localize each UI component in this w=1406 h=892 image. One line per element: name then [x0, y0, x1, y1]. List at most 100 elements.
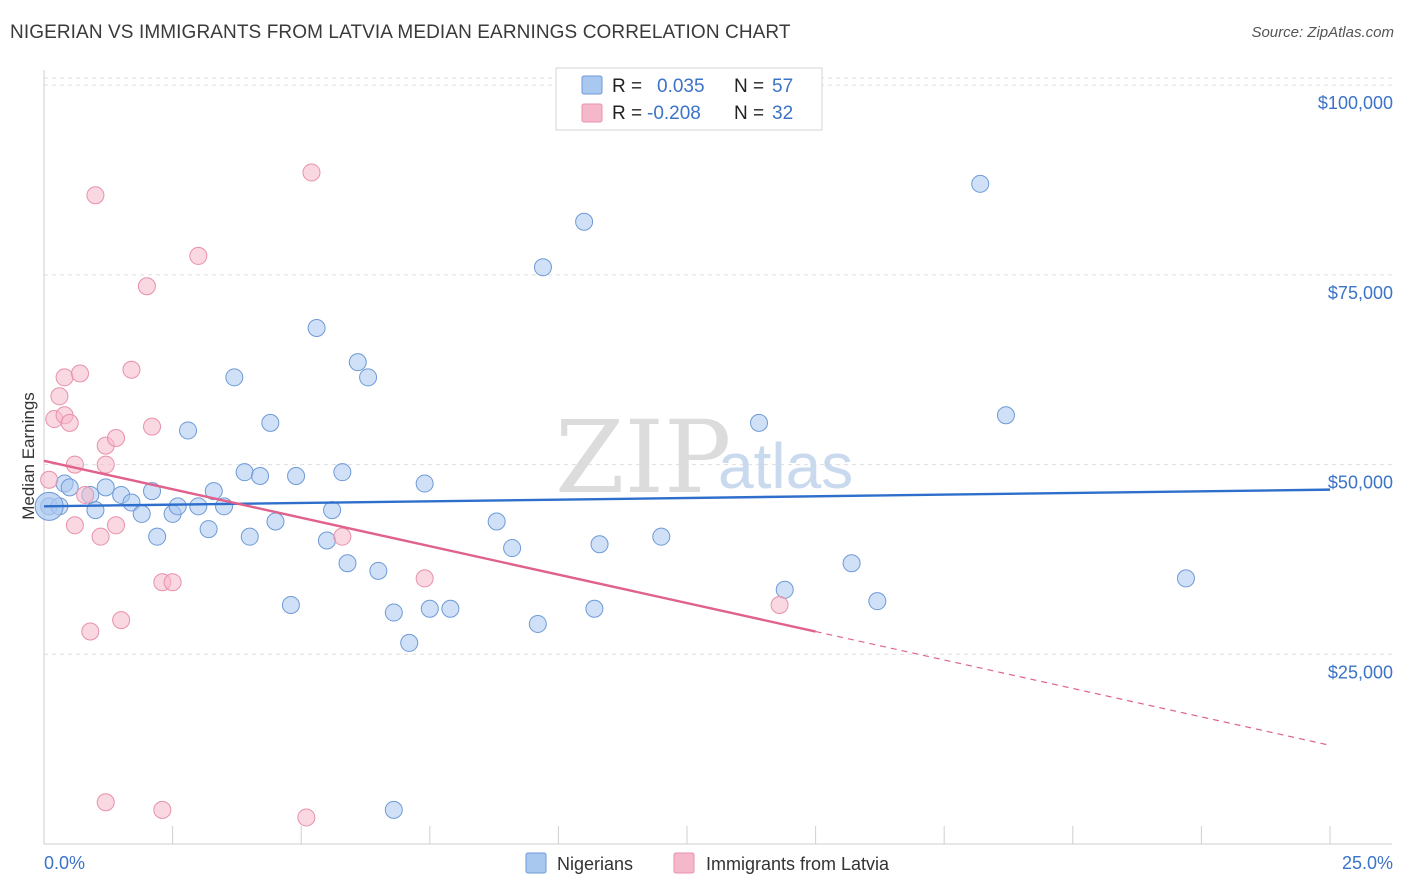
point-latvia	[143, 417, 162, 436]
point-latvia	[65, 455, 84, 474]
point-nigerians	[996, 406, 1015, 425]
point-latvia	[163, 573, 182, 592]
legend-bottom-label-nigerians: Nigerians	[557, 854, 633, 874]
watermark-atlas: atlas	[718, 430, 853, 502]
legend-r-label-1: R =	[612, 76, 642, 97]
y-tick-labels: $25,000 $50,000 $75,000 $100,000	[1318, 93, 1393, 682]
point-nigerians	[287, 466, 306, 485]
point-nigerians	[533, 258, 552, 277]
point-nigerians	[333, 463, 352, 482]
y-tick-label: $100,000	[1318, 93, 1393, 113]
legend-bottom-swatch-latvia	[673, 852, 695, 874]
point-nigerians	[775, 580, 794, 599]
point-nigerians	[359, 368, 378, 387]
legend-n-label-2: N =	[734, 103, 764, 124]
legend-swatch-nigerians	[581, 75, 603, 95]
point-nigerians	[585, 599, 604, 618]
point-nigerians	[652, 527, 671, 546]
x-tick-labels: 0.0% 25.0%	[44, 853, 1393, 873]
point-latvia	[112, 611, 131, 630]
legend-r-value-1: 0.035	[657, 76, 705, 97]
trend-line-latvia	[43, 459, 816, 633]
point-latvia	[107, 429, 126, 448]
y-tick-label: $75,000	[1328, 283, 1393, 303]
point-nigerians	[189, 497, 208, 516]
point-nigerians	[132, 504, 151, 523]
point-latvia	[107, 516, 126, 535]
point-nigerians	[179, 421, 198, 440]
watermark-zip: ZIP	[555, 399, 731, 516]
point-nigerians	[1176, 569, 1195, 588]
point-nigerians	[225, 368, 244, 387]
legend-n-value-1: 57	[772, 76, 793, 97]
legend-bottom-swatch-nigerians	[525, 852, 547, 874]
point-nigerians	[971, 174, 990, 193]
point-nigerians	[590, 535, 609, 554]
point-nigerians	[281, 595, 300, 614]
grid	[44, 77, 1392, 655]
point-nigerians	[575, 212, 594, 231]
point-nigerians	[503, 539, 522, 558]
trend-line-nigerians	[43, 488, 1331, 508]
point-latvia	[415, 569, 434, 588]
source-label: Source: ZipAtlas.com	[1251, 24, 1394, 41]
point-nigerians	[261, 413, 280, 432]
x-tick-label: 0.0%	[44, 853, 85, 873]
point-nigerians	[415, 474, 434, 493]
legend-bottom-label-latvia: Immigrants from Latvia	[706, 854, 890, 874]
point-latvia	[302, 163, 321, 182]
legend-bottom: Nigerians Immigrants from Latvia	[525, 852, 890, 874]
point-nigerians	[750, 413, 769, 432]
point-nigerians	[420, 599, 439, 618]
trend-line-latvia	[815, 630, 1331, 746]
point-nigerians	[441, 599, 460, 618]
point-nigerians	[199, 520, 218, 539]
point-nigerians	[384, 603, 403, 622]
legend-top: R = 0.035 N = 57 R = -0.208 N = 32	[555, 67, 823, 131]
point-latvia	[81, 622, 100, 641]
point-latvia	[91, 527, 110, 546]
point-nigerians	[348, 353, 367, 372]
point-latvia	[189, 246, 208, 265]
legend-swatch-latvia	[581, 103, 603, 123]
point-nigerians	[384, 800, 403, 819]
point-latvia	[122, 360, 141, 379]
legend-r-label-2: R =	[612, 103, 642, 124]
point-nigerians	[251, 466, 270, 485]
point-nigerians	[235, 463, 254, 482]
point-latvia	[65, 516, 84, 535]
point-latvia	[40, 470, 59, 489]
point-latvia	[60, 413, 79, 432]
y-axis-label: Median Earnings	[19, 392, 38, 520]
point-nigerians	[528, 614, 547, 633]
point-latvia	[333, 527, 352, 546]
point-latvia	[76, 485, 95, 504]
point-nigerians	[487, 512, 506, 531]
point-nigerians	[204, 482, 223, 501]
series-nigerians	[34, 174, 1195, 819]
point-nigerians	[842, 554, 861, 573]
point-nigerians	[338, 554, 357, 573]
point-latvia	[50, 387, 69, 406]
point-nigerians	[240, 527, 259, 546]
legend-r-value-2: -0.208	[647, 103, 701, 124]
point-latvia	[86, 186, 105, 205]
trend-lines	[43, 459, 1331, 746]
watermark: ZIP atlas	[555, 399, 853, 516]
axes	[43, 70, 1392, 845]
point-nigerians	[148, 527, 167, 546]
series-latvia	[40, 163, 789, 827]
point-nigerians	[317, 531, 336, 550]
point-nigerians	[868, 592, 887, 611]
point-nigerians	[143, 482, 162, 501]
point-nigerians	[400, 633, 419, 652]
point-nigerians	[168, 497, 187, 516]
point-nigerians	[86, 501, 105, 520]
point-nigerians	[369, 561, 388, 580]
point-nigerians	[122, 493, 141, 512]
point-nigerians	[266, 512, 285, 531]
point-latvia	[71, 364, 90, 383]
point-nigerians	[323, 501, 342, 520]
legend-n-value-2: 32	[772, 103, 793, 124]
